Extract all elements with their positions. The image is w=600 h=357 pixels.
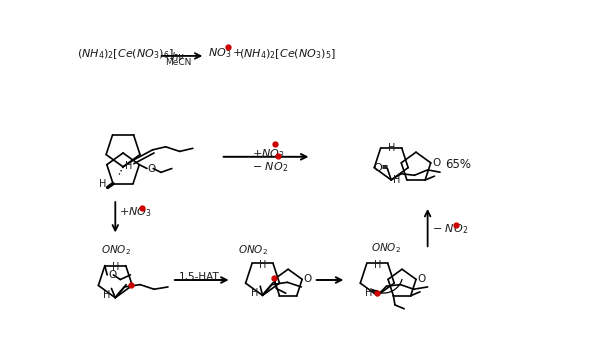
- Text: 1,5-HAT: 1,5-HAT: [179, 272, 220, 282]
- Text: $+NO_3$: $+NO_3$: [119, 205, 152, 219]
- Text: H: H: [251, 288, 258, 298]
- Text: H: H: [259, 260, 267, 270]
- Text: O: O: [432, 158, 440, 168]
- Text: H: H: [125, 161, 132, 171]
- Text: O: O: [373, 162, 382, 172]
- Text: H: H: [100, 178, 107, 188]
- Text: $ONO_2$: $ONO_2$: [371, 241, 401, 255]
- Text: 65%: 65%: [445, 158, 470, 171]
- Text: $NO_3$: $NO_3$: [208, 47, 232, 60]
- Text: $(NH_4)_2[Ce(NO_3)_6]$: $(NH_4)_2[Ce(NO_3)_6]$: [77, 47, 174, 60]
- Text: H: H: [112, 262, 119, 272]
- Text: $+NO_3$: $+NO_3$: [252, 147, 284, 161]
- Text: $h\nu$: $h\nu$: [171, 50, 185, 62]
- Text: $-\ NO_2$: $-\ NO_2$: [252, 160, 288, 174]
- Text: $ONO_2$: $ONO_2$: [238, 243, 268, 257]
- Text: O: O: [304, 274, 312, 284]
- Text: O: O: [148, 164, 156, 174]
- Text: MeCN: MeCN: [165, 58, 191, 67]
- Text: $+$: $+$: [232, 47, 242, 58]
- Text: H: H: [103, 290, 110, 300]
- Text: H: H: [374, 260, 382, 270]
- Text: $(NH_4)_2[Ce(NO_3)_5]$: $(NH_4)_2[Ce(NO_3)_5]$: [239, 47, 336, 60]
- Text: O: O: [108, 270, 116, 280]
- Text: H: H: [393, 175, 400, 185]
- Text: H: H: [365, 288, 373, 298]
- Text: H: H: [388, 143, 395, 153]
- Text: $ONO_2$: $ONO_2$: [101, 243, 131, 257]
- Text: O: O: [418, 274, 426, 284]
- Text: $-\ NO_2$: $-\ NO_2$: [431, 222, 467, 236]
